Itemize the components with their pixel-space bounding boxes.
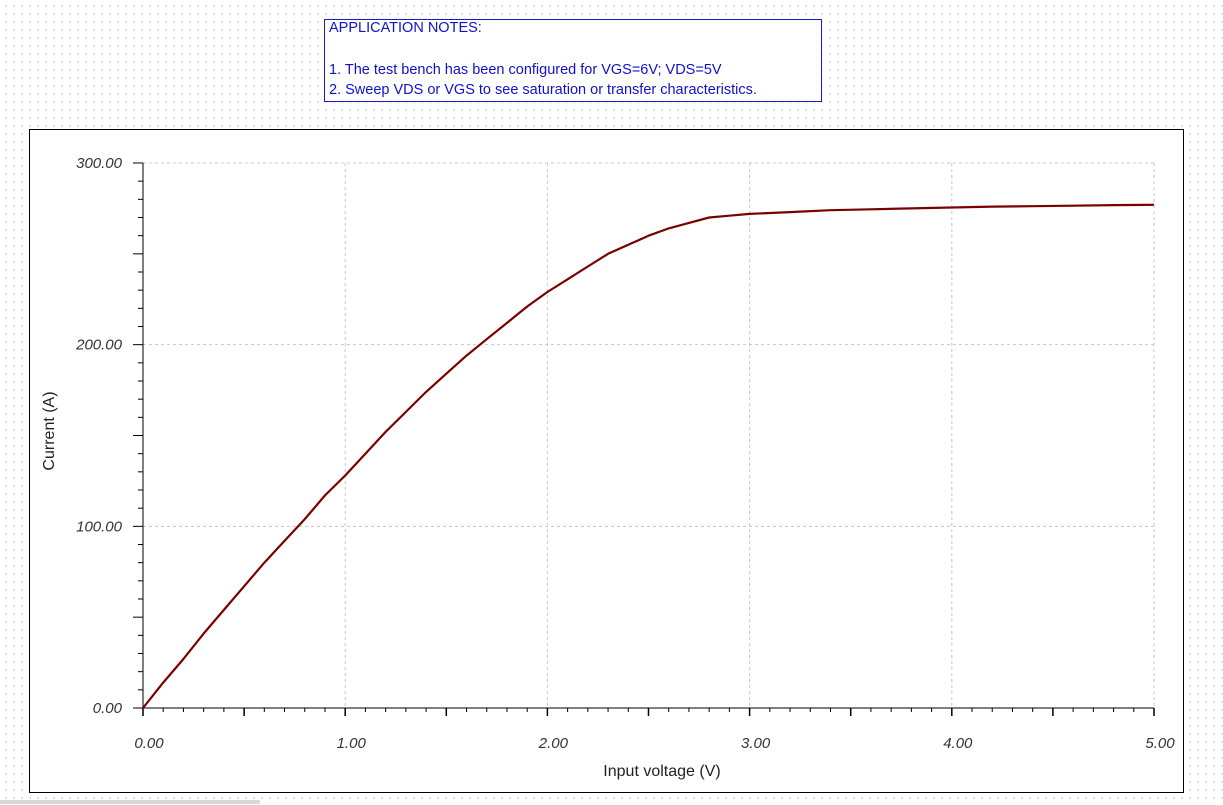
application-note-2: 2. Sweep VDS or VGS to see saturation or… xyxy=(329,82,757,98)
x-tick-label: 0.00 xyxy=(134,735,164,752)
chart-panel: 0.00 1.00 2.00 3.00 4.00 5.00 0.00 100.00 200.00… xyxy=(29,129,1184,793)
x-tick-label: 5.00 xyxy=(1145,735,1175,752)
application-note-1: 1. The test bench has been configured fo… xyxy=(329,62,722,78)
axes xyxy=(142,163,1154,709)
grid-lines xyxy=(143,162,1155,708)
tick-marks xyxy=(133,162,1155,716)
x-tick-label: 3.00 xyxy=(741,735,771,752)
application-notes-box: APPLICATION NOTES: 1. The test bench has… xyxy=(324,19,822,102)
tick-labels: 0.00 1.00 2.00 3.00 4.00 5.00 0.00 100.00 200.00… xyxy=(75,155,1175,752)
y-tick-label: 200.00 xyxy=(75,337,123,354)
y-axis-label: Current (A) xyxy=(41,391,58,470)
x-tick-label: 4.00 xyxy=(943,735,973,752)
x-tick-label: 2.00 xyxy=(538,735,569,752)
scrollbar-track[interactable] xyxy=(0,800,260,804)
x-tick-label: 1.00 xyxy=(337,735,367,752)
y-tick-label: 0.00 xyxy=(93,700,123,717)
y-tick-label: 300.00 xyxy=(76,155,123,172)
y-tick-label: 100.00 xyxy=(76,518,123,535)
application-notes-heading: APPLICATION NOTES: xyxy=(329,20,482,36)
x-axis-label: Input voltage (V) xyxy=(603,763,720,780)
series-group xyxy=(142,203,1155,709)
series-line xyxy=(142,203,1155,709)
